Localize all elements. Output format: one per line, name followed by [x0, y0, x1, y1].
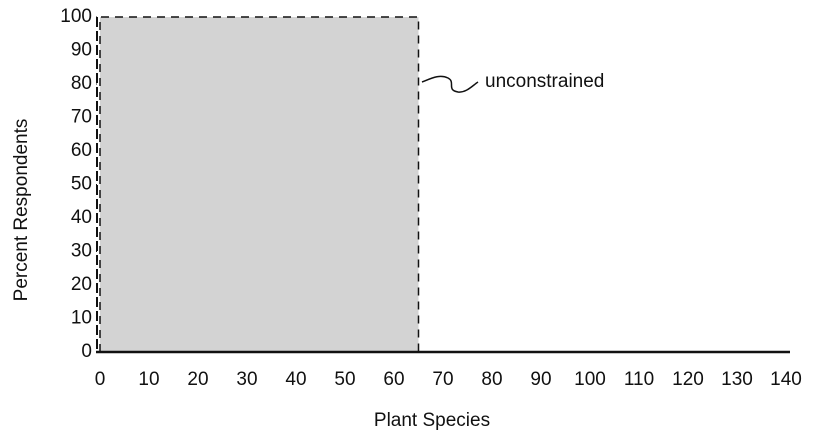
x-tick-label: 90	[530, 369, 551, 390]
x-tick-label: 100	[574, 369, 606, 390]
y-tick-label: 80	[71, 73, 92, 94]
x-tick-label: 30	[236, 369, 257, 390]
x-tick-label: 60	[383, 369, 404, 390]
y-tick-label: 30	[71, 241, 92, 262]
y-tick-label: 10	[71, 308, 92, 329]
y-tick-label: 70	[71, 107, 92, 128]
area	[99, 16, 420, 353]
x-tick-label: 110	[624, 369, 654, 390]
x-axis-label: Plant Species	[374, 410, 490, 431]
annotation-leader	[421, 75, 479, 93]
x-tick-label: 40	[285, 369, 306, 390]
y-tick-label: 100	[60, 6, 92, 27]
x-tick-label: 120	[672, 369, 704, 390]
x-tick-label: 0	[95, 369, 106, 390]
x-tick-label: 20	[187, 369, 208, 390]
annotation: unconstrained	[485, 71, 604, 92]
y-tick-label: 40	[71, 207, 92, 228]
y-tick-label: 50	[71, 174, 92, 195]
x-tick-label: 80	[481, 369, 502, 390]
x-tick-label: 70	[432, 369, 453, 390]
x-tick-label: 10	[138, 369, 159, 390]
y-tick-label: 60	[71, 140, 92, 161]
y-tick-label: 0	[81, 341, 92, 362]
y-axis-label: Percent Respondents	[11, 119, 32, 302]
x-tick-label: 130	[721, 369, 753, 390]
y-tick-label: 20	[71, 274, 92, 295]
x-tick-label: 140	[770, 369, 802, 390]
y-tick-label: 90	[71, 40, 92, 61]
x-tick-label: 50	[334, 369, 355, 390]
